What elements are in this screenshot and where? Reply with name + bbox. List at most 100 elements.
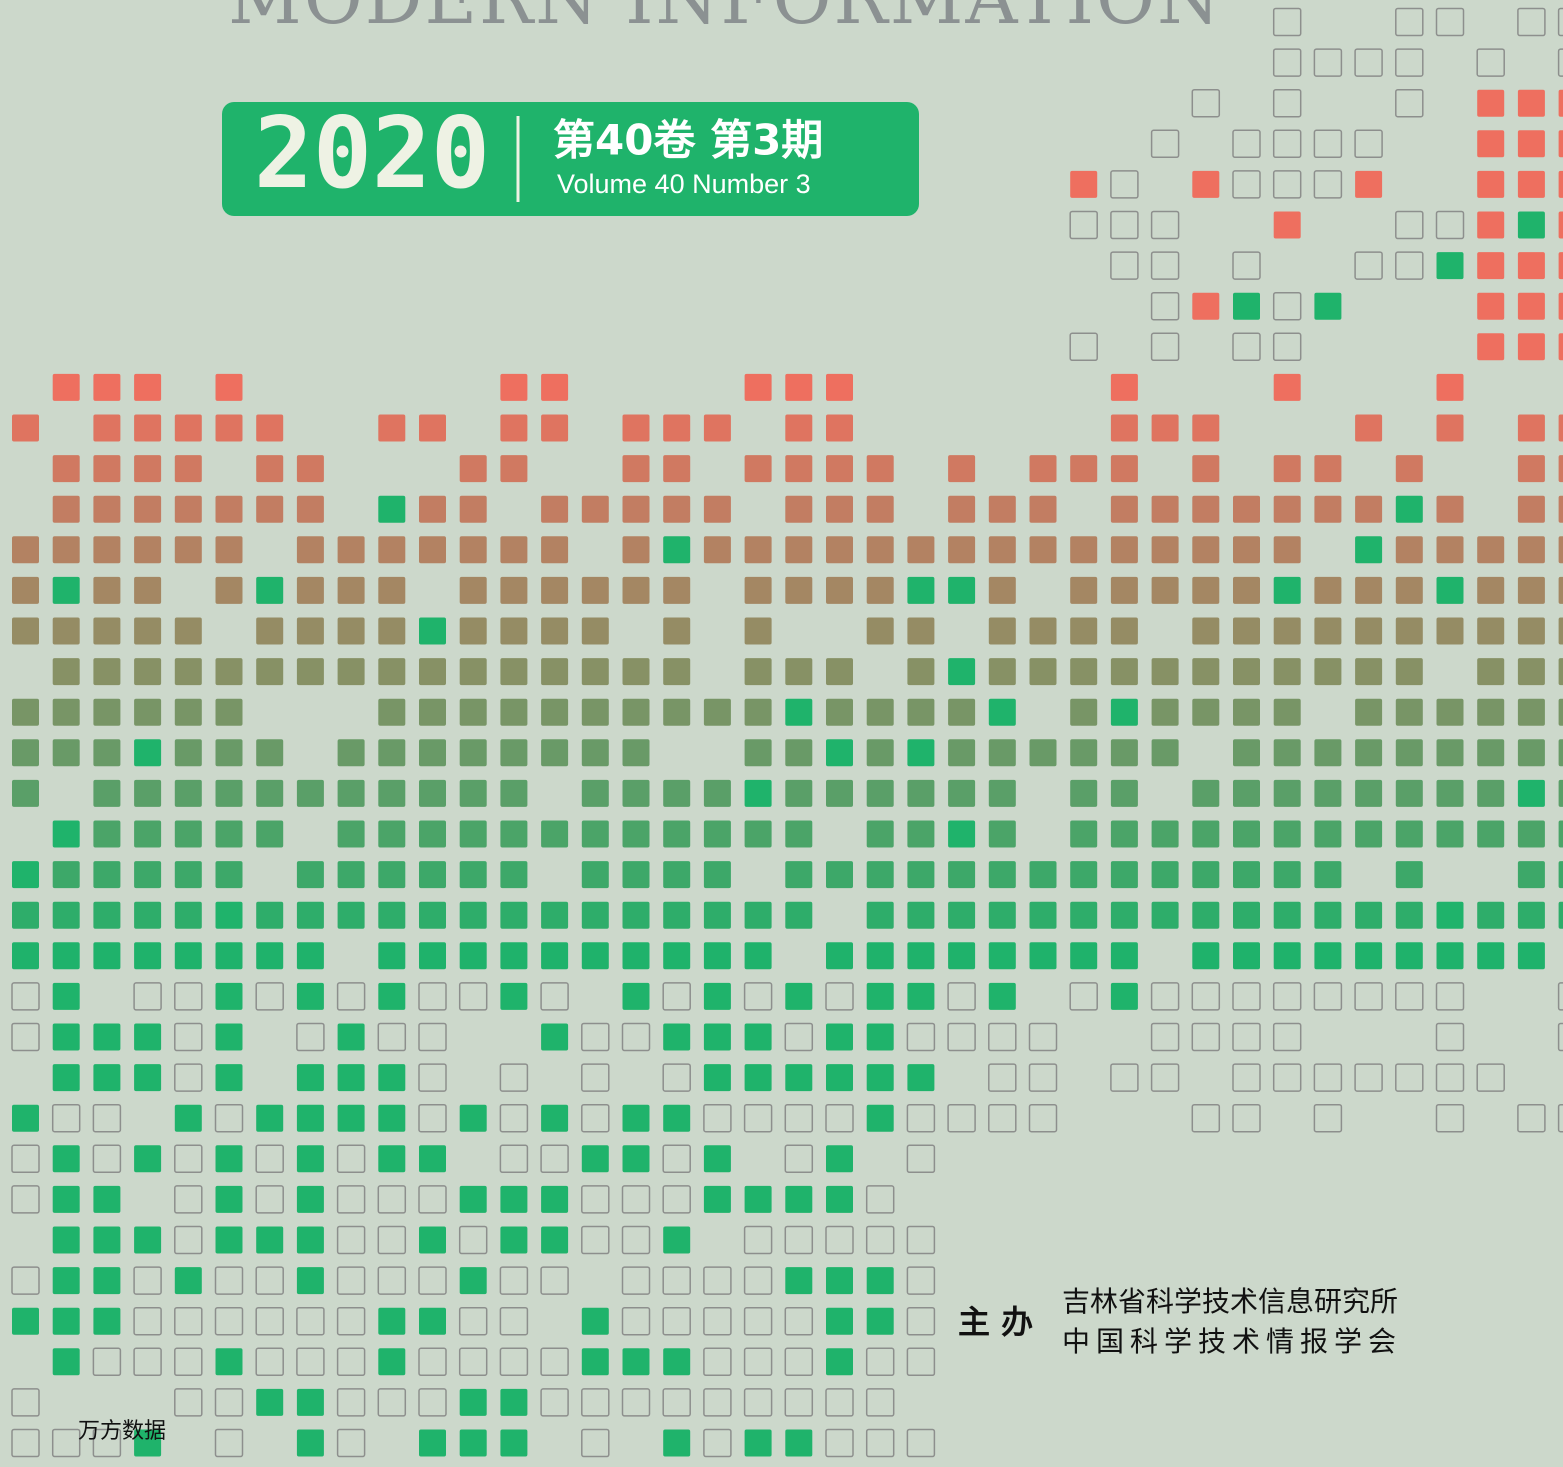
filled-square — [256, 455, 283, 482]
filled-square — [663, 1430, 690, 1457]
filled-square — [1396, 699, 1423, 726]
filled-square — [297, 618, 324, 645]
filled-square — [460, 902, 487, 929]
filled-square — [1477, 821, 1504, 848]
filled-square — [1355, 536, 1382, 563]
filled-square — [623, 983, 650, 1010]
filled-square — [623, 699, 650, 726]
filled-square — [582, 739, 609, 766]
filled-square — [1152, 902, 1179, 929]
filled-square — [1233, 821, 1260, 848]
filled-square — [1559, 821, 1563, 848]
filled-square — [1233, 618, 1260, 645]
filled-square — [1396, 455, 1423, 482]
filled-square — [1477, 902, 1504, 929]
filled-square — [826, 374, 853, 401]
filled-square — [1030, 618, 1057, 645]
filled-square — [93, 455, 120, 482]
cover: MODERN INFORMATION 2020 第40卷 第3期 Volume … — [0, 0, 1563, 1467]
filled-square — [378, 902, 405, 929]
filled-square — [53, 1308, 80, 1335]
filled-square — [1070, 699, 1097, 726]
filled-square — [1518, 780, 1545, 807]
filled-square — [1111, 983, 1138, 1010]
filled-square — [1396, 780, 1423, 807]
filled-square — [1314, 780, 1341, 807]
filled-square — [378, 1064, 405, 1091]
filled-square — [378, 983, 405, 1010]
filled-square — [826, 1348, 853, 1375]
filled-square — [1030, 739, 1057, 766]
filled-square — [663, 455, 690, 482]
filled-square — [623, 1348, 650, 1375]
filled-square — [541, 1105, 568, 1132]
filled-square — [93, 1024, 120, 1051]
filled-square — [93, 1227, 120, 1254]
filled-square — [500, 618, 527, 645]
filled-square — [1030, 496, 1057, 523]
filled-square — [867, 455, 894, 482]
filled-square — [53, 536, 80, 563]
filled-square — [1070, 861, 1097, 888]
filled-square — [1233, 536, 1260, 563]
filled-square — [1314, 902, 1341, 929]
filled-square — [216, 1227, 243, 1254]
filled-square — [1233, 942, 1260, 969]
filled-square — [460, 739, 487, 766]
filled-square — [1518, 333, 1545, 360]
filled-square — [948, 658, 975, 685]
filled-square — [745, 618, 772, 645]
filled-square — [1274, 861, 1301, 888]
filled-square — [785, 1186, 812, 1213]
filled-square — [1559, 171, 1563, 198]
filled-square — [297, 1267, 324, 1294]
filled-square — [297, 942, 324, 969]
filled-square — [1152, 658, 1179, 685]
filled-square — [948, 902, 975, 929]
filled-square — [1192, 618, 1219, 645]
filled-square — [1437, 780, 1464, 807]
filled-square — [1030, 942, 1057, 969]
filled-square — [134, 455, 161, 482]
filled-square — [500, 1430, 527, 1457]
filled-square — [216, 1348, 243, 1375]
filled-square — [175, 780, 202, 807]
filled-square — [93, 1186, 120, 1213]
filled-square — [216, 658, 243, 685]
filled-square — [1477, 618, 1504, 645]
filled-square — [93, 780, 120, 807]
filled-square — [338, 1064, 365, 1091]
filled-square — [867, 1105, 894, 1132]
filled-square — [785, 983, 812, 1010]
filled-square — [1355, 415, 1382, 442]
filled-square — [1111, 496, 1138, 523]
filled-square — [541, 902, 568, 929]
filled-square — [93, 1308, 120, 1335]
filled-square — [93, 1064, 120, 1091]
filled-square — [1192, 536, 1219, 563]
filled-square — [785, 455, 812, 482]
filled-square — [663, 1348, 690, 1375]
filled-square — [867, 699, 894, 726]
sponsor-name: 吉林省科学技术信息研究所 — [1062, 1285, 1398, 1318]
filled-square — [1070, 618, 1097, 645]
filled-square — [826, 1267, 853, 1294]
filled-square — [785, 374, 812, 401]
filled-square — [1111, 902, 1138, 929]
filled-square — [419, 699, 446, 726]
filled-square — [297, 496, 324, 523]
filled-square — [1518, 536, 1545, 563]
filled-square — [867, 536, 894, 563]
filled-square — [1111, 374, 1138, 401]
filled-square — [623, 455, 650, 482]
filled-square — [53, 455, 80, 482]
filled-square — [1314, 577, 1341, 604]
filled-square — [1559, 252, 1563, 279]
filled-square — [1111, 821, 1138, 848]
filled-square — [1192, 455, 1219, 482]
filled-square — [175, 902, 202, 929]
filled-square — [663, 658, 690, 685]
filled-square — [623, 902, 650, 929]
filled-square — [175, 699, 202, 726]
filled-square — [704, 536, 731, 563]
